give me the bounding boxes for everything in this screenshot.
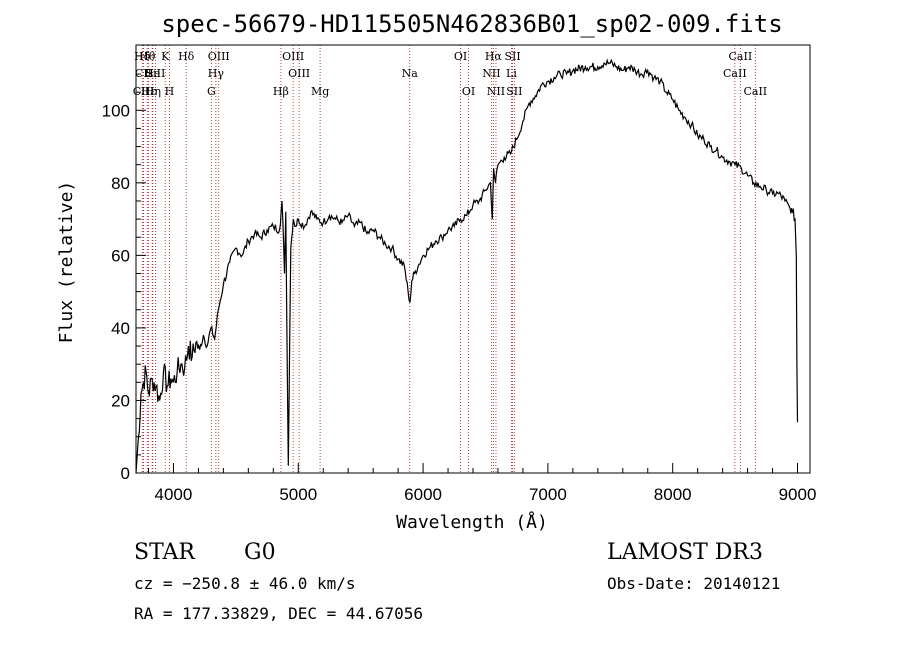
line-label-5: He — [144, 67, 160, 80]
line-label-21: Hα — [485, 50, 503, 63]
coordinates-readout: RA = 177.33829, DEC = 44.67056 — [134, 604, 423, 623]
line-label-19: OI — [454, 50, 467, 63]
y-tick-label-4: 80 — [111, 174, 130, 193]
flux-series-line — [135, 58, 799, 474]
chart-title: spec-56679-HD115505N462836B01_sp02-009.f… — [161, 10, 782, 38]
line-label-28: CaII — [723, 67, 747, 80]
y-tick-label-5: 100 — [102, 101, 130, 120]
line-label-14: OIII — [282, 50, 304, 63]
y-tick-label-1: 20 — [111, 391, 130, 410]
line-label-4: Hθ — [139, 50, 156, 63]
line-label-8: H — [165, 85, 175, 98]
x-axis-ticks: 4000 5000 6000 7000 8000 9000 — [147, 463, 817, 504]
survey-name: LAMOST DR3 — [607, 540, 763, 565]
line-label-7: K — [161, 50, 170, 63]
line-label-12: Hγ — [208, 67, 225, 80]
line-label-11: OIII — [208, 50, 230, 63]
line-label-6: Hη — [145, 85, 161, 98]
line-label-10: Hδ — [178, 50, 195, 63]
velocity-readout: cz = −250.8 ± 46.0 km/s — [134, 574, 356, 593]
line-label-24: SII — [504, 50, 520, 63]
x-tick-label-2: 6000 — [404, 485, 442, 504]
line-label-25: Li — [506, 67, 517, 80]
y-axis-ticks: 0 20 40 60 80 100 — [102, 55, 146, 483]
object-subclass: G0 — [244, 540, 276, 565]
x-tick-label-0: 4000 — [155, 485, 193, 504]
line-label-18: Na — [402, 67, 419, 80]
x-tick-label-3: 7000 — [529, 485, 567, 504]
spectral-line-markers — [141, 45, 756, 473]
x-tick-label-4: 8000 — [654, 485, 692, 504]
line-label-15: OIII — [288, 67, 310, 80]
x-tick-label-1: 5000 — [279, 485, 317, 504]
line-label-29: CaII — [743, 85, 767, 98]
line-label-9: SiII — [146, 67, 166, 80]
line-label-22: NII — [482, 67, 500, 80]
line-label-20: OI — [462, 85, 475, 98]
line-label-2: CIII — [133, 85, 154, 98]
line-label-1: CII — [135, 67, 152, 80]
observation-date: Obs-Date: 20140121 — [607, 574, 781, 593]
line-label-27: CaII — [729, 50, 753, 63]
line-label-0: Hδ — [134, 50, 151, 63]
y-axis-label: Flux (relative) — [56, 181, 77, 344]
y-tick-label-3: 60 — [111, 246, 130, 265]
line-label-3: Hε — [141, 85, 157, 98]
plot-frame — [135, 44, 811, 474]
x-tick-label-5: 9000 — [779, 485, 817, 504]
line-label-26: SII — [506, 85, 522, 98]
x-axis-label: Wavelength (Å) — [396, 511, 548, 533]
object-class: STAR — [134, 540, 195, 565]
line-label-17: Mg — [311, 85, 329, 98]
line-label-16: Hβ — [273, 85, 289, 98]
y-tick-label-2: 40 — [111, 319, 130, 338]
line-label-13: G — [207, 85, 216, 98]
y-tick-label-0: 0 — [121, 464, 130, 483]
line-label-23: NII — [487, 85, 505, 98]
